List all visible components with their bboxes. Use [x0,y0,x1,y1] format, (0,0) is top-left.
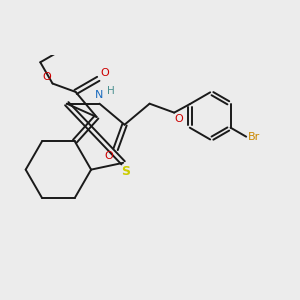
Text: S: S [121,165,130,178]
Text: H: H [107,86,114,97]
Text: Br: Br [248,132,260,142]
Text: O: O [100,68,109,77]
Text: N: N [95,90,104,100]
Text: O: O [43,72,51,82]
Text: O: O [175,114,184,124]
Text: O: O [104,151,113,161]
